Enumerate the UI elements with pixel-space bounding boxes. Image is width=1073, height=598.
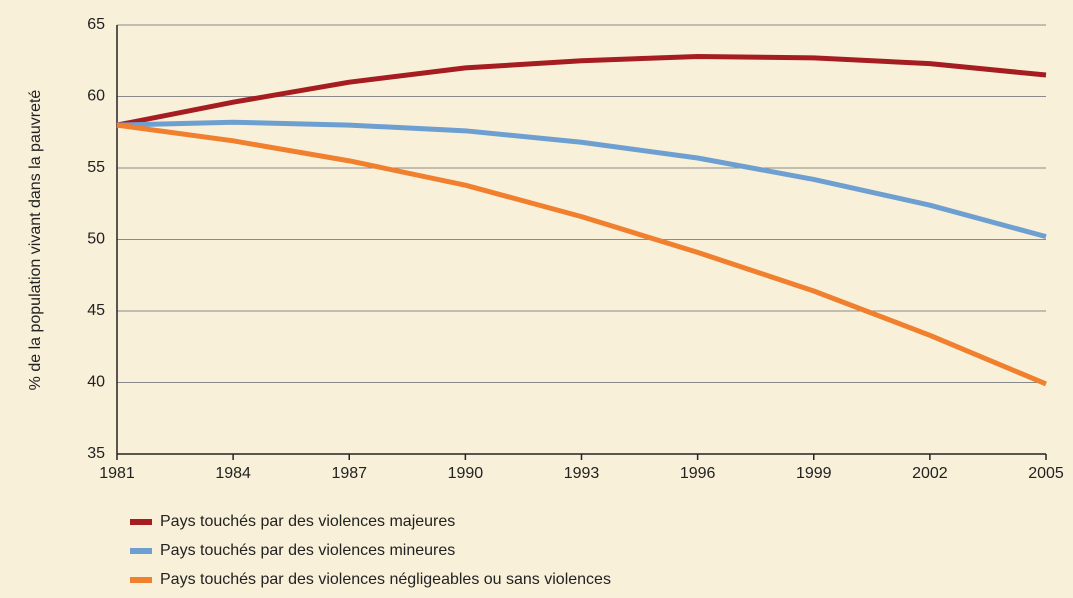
- x-tick-label: 1999: [796, 465, 832, 482]
- y-tick-label: 55: [87, 159, 105, 176]
- legend-swatch: [130, 577, 152, 583]
- legend-swatch: [130, 548, 152, 554]
- legend-label: Pays touchés par des violences majeures: [160, 513, 455, 530]
- y-axis-label: % de la population vivant dans la pauvre…: [27, 90, 44, 391]
- x-tick-label: 1993: [564, 465, 600, 482]
- x-tick-label: 1987: [331, 465, 367, 482]
- y-tick-label: 40: [87, 374, 105, 391]
- legend-swatch: [130, 519, 152, 525]
- x-tick-label: 2005: [1028, 465, 1064, 482]
- y-tick-label: 45: [87, 302, 105, 319]
- x-tick-label: 1981: [99, 465, 135, 482]
- legend-label: Pays touchés par des violences négligeab…: [160, 571, 611, 588]
- x-tick-label: 1990: [448, 465, 484, 482]
- x-tick-label: 1996: [680, 465, 716, 482]
- x-tick-label: 2002: [912, 465, 948, 482]
- line-series: [116, 53, 1047, 128]
- x-tick-label: 1984: [215, 465, 251, 482]
- line-series: [116, 122, 1047, 387]
- line-series: [116, 119, 1047, 240]
- y-tick-label: 35: [87, 445, 105, 462]
- y-tick-label: 60: [87, 88, 105, 105]
- legend-label: Pays touchés par des violences mineures: [160, 542, 455, 559]
- y-tick-label: 50: [87, 231, 105, 248]
- y-tick-label: 65: [87, 16, 105, 33]
